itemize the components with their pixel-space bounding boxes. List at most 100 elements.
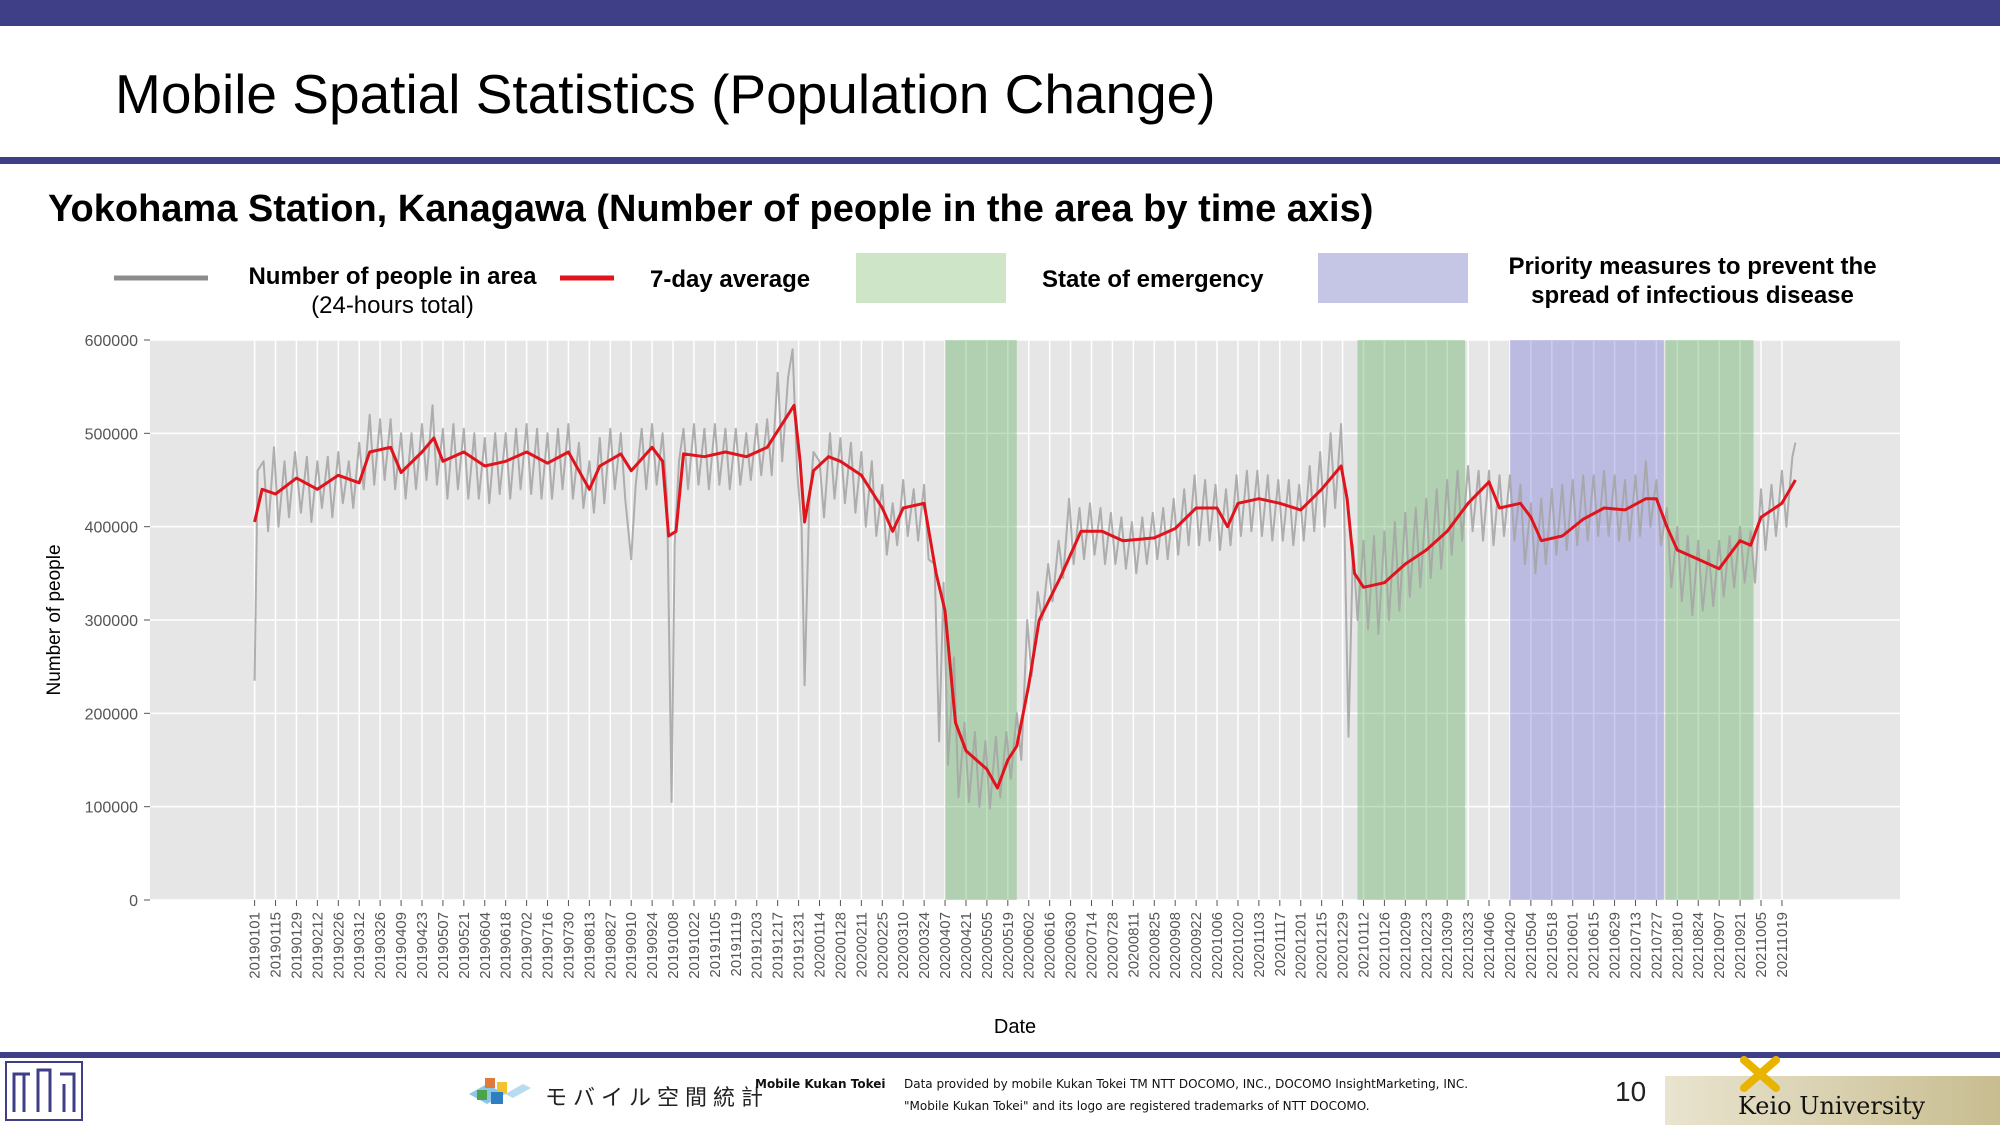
- x-tick-label: 20190101: [247, 912, 264, 979]
- shaded-periods: [945, 340, 1754, 900]
- legend-priority-swatch: [1318, 253, 1468, 303]
- x-tick-label: 20210601: [1565, 912, 1582, 979]
- x-tick-label: 20190702: [519, 912, 536, 979]
- x-tick-label: 20190312: [351, 912, 368, 979]
- x-tick-label: 20210504: [1523, 912, 1540, 979]
- university-name: Keio University: [1738, 1092, 1926, 1120]
- x-tick-label: 20190507: [435, 912, 452, 979]
- x-tick-label: 20190716: [540, 912, 557, 979]
- x-tick-label: 20210223: [1418, 912, 1435, 979]
- credit-line-1: Data provided by mobile Kukan Tokei TM N…: [904, 1077, 1469, 1091]
- footer-rule: [0, 1052, 2000, 1058]
- x-axis-title: Date: [994, 1016, 1036, 1038]
- legend-average-line-icon: [560, 275, 614, 281]
- shaded-period: [1357, 340, 1466, 900]
- x-tick-label: 20190409: [393, 912, 410, 979]
- legend-people-line-icon: [114, 275, 208, 281]
- x-tick-label: 20210406: [1481, 912, 1498, 979]
- axes: 0 100000 200000 300000 400000 500000 600000 201…: [85, 333, 1791, 979]
- x-tick-label: 20200811: [1125, 912, 1142, 978]
- x-tick-label: 20210518: [1544, 912, 1561, 979]
- y-tick-label: 500000: [85, 426, 138, 443]
- shaded-period: [945, 340, 1017, 900]
- x-tick-label: 20190521: [456, 912, 473, 979]
- x-tick-label: 20190226: [330, 912, 347, 979]
- series-lines: [253, 348, 1797, 810]
- x-tick-label: 20210112: [1355, 912, 1372, 978]
- x-tick-label: 20200825: [1146, 912, 1163, 979]
- x-tick-label: 20210824: [1690, 912, 1707, 979]
- y-tick-label: 100000: [85, 800, 138, 817]
- x-tick-label: 20190326: [372, 912, 389, 979]
- x-tick-label: 20200922: [1188, 912, 1205, 979]
- y-axis-title: Number of people: [44, 544, 65, 695]
- series-people-in-area: [253, 348, 1797, 810]
- x-tick-label: 20201117: [1272, 912, 1289, 977]
- legend-priority: Priority measures to prevent the spread …: [1480, 252, 1905, 310]
- x-tick-label: 20210323: [1460, 912, 1477, 979]
- top-accent-bar: [0, 0, 2000, 26]
- x-tick-label: 20191231: [791, 912, 808, 979]
- x-tick-label: 20200616: [1042, 912, 1059, 979]
- x-tick-label: 20191217: [770, 912, 787, 979]
- x-tick-label: 20210921: [1732, 912, 1749, 979]
- legend-people-label: Number of people in area: [248, 263, 537, 290]
- series-7day-average: [253, 403, 1797, 790]
- x-tick-label: 20200630: [1063, 912, 1080, 979]
- legend-average-label: 7-day average: [650, 266, 811, 293]
- population-line-chart: 0 100000 200000 300000 400000 500000 600000 201…: [44, 333, 1900, 1038]
- x-tick-label: 20200128: [832, 912, 849, 979]
- legend-emergency-label: State of emergency: [1042, 266, 1264, 293]
- x-tick-label: 20210209: [1397, 912, 1414, 979]
- x-tick-label: 20200728: [1104, 912, 1121, 979]
- x-tick-label: 20190924: [644, 912, 661, 979]
- y-tick-label: 600000: [85, 333, 138, 350]
- x-tick-label: 20201006: [1209, 912, 1226, 979]
- x-tick-label: 20200225: [874, 912, 891, 979]
- x-tick-label: 20200324: [916, 912, 933, 979]
- x-tick-label: 20200505: [979, 912, 996, 979]
- x-tick-label: 20200602: [1021, 912, 1038, 979]
- x-tick-label: 20201103: [1251, 912, 1268, 978]
- x-tick-label: 20200310: [895, 912, 912, 979]
- x-tick-label: 20200407: [937, 912, 954, 979]
- x-tick-label: 20200908: [1167, 912, 1184, 979]
- y-tick-label: 400000: [85, 520, 138, 537]
- legend-emergency-swatch: [856, 253, 1006, 303]
- x-tick-label: 20211005: [1753, 912, 1770, 978]
- x-tick-label: 20210126: [1376, 912, 1393, 979]
- x-tick-label: 20190212: [309, 912, 326, 979]
- page-title: Mobile Spatial Statistics (Population Ch…: [115, 63, 1216, 125]
- x-tick-label: 20210810: [1669, 912, 1686, 979]
- x-tick-label: 20210727: [1648, 912, 1665, 979]
- x-tick-label: 20190813: [581, 912, 598, 979]
- x-tick-label: 20201229: [1335, 912, 1352, 979]
- keio-banner: [1665, 1076, 2000, 1125]
- mobile-kukan-tokei-logo-icon: [469, 1078, 531, 1104]
- legend-people: Number of people in area (24-hours total…: [240, 262, 545, 320]
- title-rule: [0, 157, 2000, 164]
- x-tick-label: 20200211: [853, 912, 870, 978]
- x-tick-label: 20210615: [1586, 912, 1603, 979]
- x-tick-label: 20190730: [560, 912, 577, 979]
- institute-logo-icon: [5, 1061, 83, 1121]
- chart-subtitle: Yokohama Station, Kanagawa (Number of pe…: [48, 188, 1374, 230]
- legend-priority-line2: spread of infectious disease: [1531, 282, 1854, 309]
- y-tick-label: 200000: [85, 706, 138, 723]
- x-tick-label: 20200519: [1000, 912, 1017, 979]
- shaded-period: [1665, 340, 1754, 900]
- x-tick-label: 20191022: [686, 912, 703, 979]
- x-tick-label: 20210629: [1607, 912, 1624, 979]
- credit-line-2: "Mobile Kukan Tokei" and its logo are re…: [904, 1099, 1370, 1113]
- x-tick-label: 20190910: [623, 912, 640, 979]
- x-tick-label: 20211019: [1774, 912, 1791, 978]
- x-tick-label: 20190827: [602, 912, 619, 979]
- y-tick-label: 300000: [85, 613, 138, 630]
- x-tick-label: 20210420: [1502, 912, 1519, 979]
- x-tick-label: 20201215: [1314, 912, 1331, 979]
- x-tick-label: 20210309: [1439, 912, 1456, 979]
- page-number: 10: [1615, 1076, 1647, 1107]
- y-tick-label: 0: [129, 893, 138, 910]
- x-tick-label: 20210907: [1711, 912, 1728, 979]
- x-tick-label: 20191203: [749, 912, 766, 979]
